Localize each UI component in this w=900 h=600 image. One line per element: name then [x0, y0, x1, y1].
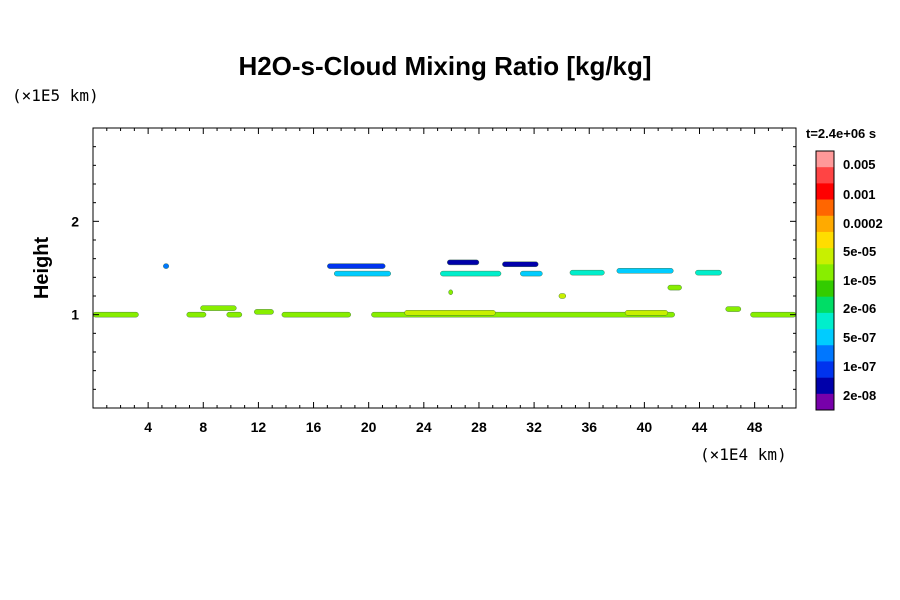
cloud-region	[569, 269, 605, 276]
colorbar-label: 1e-05	[843, 273, 876, 288]
cloud-region	[558, 293, 567, 299]
colorbar-swatch	[816, 312, 834, 330]
x-unit-label: (×1E4 km)	[700, 445, 787, 464]
cloud-region	[226, 311, 243, 318]
colorbar: 0.005 0.001 0.0002 5e-05 1e-05 2e-06 5e-07 1e-0…	[815, 150, 883, 411]
colorbar-swatch	[816, 151, 834, 168]
cloud-region	[440, 270, 502, 277]
cloud-region	[327, 263, 386, 269]
y-tick-label: 2	[71, 213, 79, 229]
colorbar-swatch	[816, 231, 834, 249]
x-tick-label: 44	[692, 419, 708, 435]
cloud-region	[448, 289, 453, 295]
colorbar-frame	[815, 150, 835, 411]
x-tick-label: 36	[581, 419, 597, 435]
cloud-region	[334, 270, 391, 277]
y-tick-label: 1	[71, 307, 79, 323]
colorbar-swatch	[816, 345, 834, 362]
colorbar-swatch	[816, 393, 834, 411]
cloud-region	[750, 311, 797, 318]
colorbar-swatch	[816, 361, 834, 378]
colorbar-swatch	[816, 167, 834, 184]
x-tick-label: 48	[747, 419, 763, 435]
plot-frame	[92, 127, 797, 409]
colorbar-swatch	[816, 215, 834, 233]
y-axis-ticks: 12	[71, 146, 796, 390]
x-tick-label: 28	[471, 419, 487, 435]
x-tick-label: 8	[199, 419, 207, 435]
colorbar-swatch	[816, 264, 834, 281]
x-tick-label: 24	[416, 419, 432, 435]
colorbar-label: 0.005	[843, 157, 876, 172]
cloud-region	[254, 309, 274, 315]
time-label: t=2.4e+06 s	[806, 126, 876, 141]
cloud-region	[616, 268, 674, 274]
colorbar-label: 2e-08	[843, 388, 876, 403]
colorbar-swatch	[816, 183, 834, 200]
colorbar-label: 5e-05	[843, 244, 876, 259]
cloud-region	[502, 261, 539, 267]
colorbar-label: 0.0002	[843, 216, 883, 231]
cloud-region	[695, 269, 722, 276]
colorbar-swatch	[816, 329, 834, 346]
cloud-regions	[92, 259, 797, 318]
cloud-region	[667, 284, 682, 291]
colorbar-label: 1e-07	[843, 359, 876, 374]
y-axis-label: Height	[31, 237, 53, 300]
colorbar-swatch	[816, 248, 834, 265]
x-tick-label: 32	[526, 419, 542, 435]
cloud-region	[404, 310, 496, 316]
colorbar-swatch	[816, 199, 834, 217]
colorbar-label: 2e-06	[843, 301, 876, 316]
x-axis-ticks: 4 8 12 16 20 24 28 32 36 40 44 48	[106, 128, 783, 435]
colorbar-swatch	[816, 377, 834, 395]
y-unit-label: (×1E5 km)	[12, 86, 99, 105]
cloud-region	[186, 311, 207, 318]
cloud-region	[520, 270, 543, 277]
cloud-region	[92, 311, 139, 318]
cloud-region	[281, 311, 351, 318]
cloud-region	[163, 263, 170, 269]
cloud-region	[200, 305, 237, 311]
x-tick-label: 20	[361, 419, 377, 435]
chart-title: H2O-s-Cloud Mixing Ratio [kg/kg]	[238, 51, 651, 81]
x-tick-label: 16	[306, 419, 322, 435]
x-tick-label: 12	[251, 419, 267, 435]
x-tick-label: 40	[637, 419, 653, 435]
colorbar-swatch	[816, 280, 834, 297]
colorbar-label: 0.001	[843, 187, 876, 202]
cloud-region	[447, 259, 480, 266]
colorbar-swatch	[816, 296, 834, 314]
cloud-region	[725, 306, 742, 312]
colorbar-label: 5e-07	[843, 330, 876, 345]
x-tick-label: 4	[144, 419, 152, 435]
cloud-region	[624, 310, 669, 316]
